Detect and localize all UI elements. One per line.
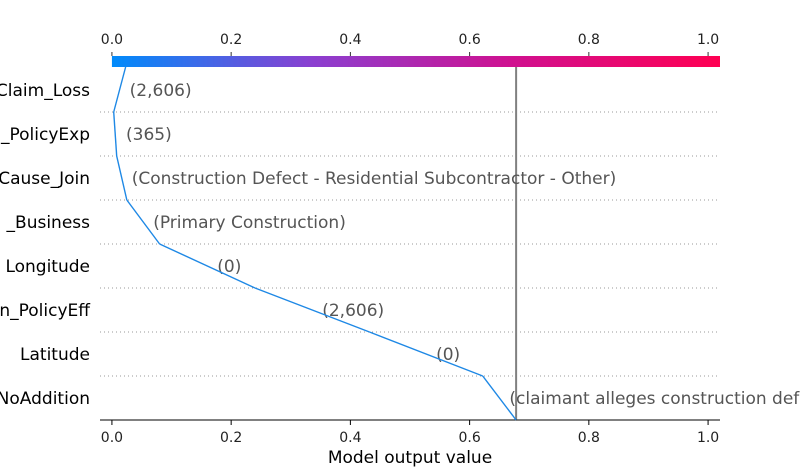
feature-value-label: (2,606)	[322, 301, 384, 321]
decision-path-segment	[126, 199, 161, 245]
x-tick-label: 0.8	[578, 430, 600, 446]
feature-value-label: (Construction Defect - Residential Subco…	[132, 169, 616, 189]
x-axis-title: Model output value	[328, 448, 492, 468]
colorbar-tick-label: 0.8	[578, 32, 600, 48]
decision-path-segment	[113, 66, 127, 113]
decision-path-segment	[482, 375, 517, 421]
colorbar-tick-label: 0.6	[458, 32, 480, 48]
colorbar: 0.0 0.2 0.4 0.6 0.8 1.0	[101, 32, 720, 67]
feature-name-label: Longitude	[5, 257, 90, 277]
decision-path-segment	[116, 155, 128, 201]
decision-path	[113, 66, 517, 421]
row-separators	[100, 67, 720, 420]
feature-value-label: (2,606)	[130, 81, 192, 101]
colorbar-tick-label: 1.0	[697, 32, 719, 48]
feature-labels: Claim_Loss (2,606) _PolicyExp (365) Cause_Jo…	[0, 81, 800, 409]
feature-name-label: Claim_Loss	[0, 81, 90, 101]
feature-name-label: _PolicyExp	[0, 125, 90, 145]
x-tick-label: 0.4	[339, 430, 361, 446]
x-tick-label: 0.6	[458, 430, 480, 446]
feature-value-label: (365)	[126, 125, 172, 145]
decision-path-segment	[369, 331, 483, 377]
colorbar-rect	[111, 56, 720, 67]
x-tick-label: 0.2	[220, 430, 242, 446]
decision-path-segment	[113, 111, 118, 157]
feature-name-label: Latitude	[20, 345, 90, 365]
colorbar-tick-label: 0.4	[339, 32, 361, 48]
x-axis: 0.0 0.2 0.4 0.6 0.8 1.0	[100, 419, 720, 446]
feature-value-label: (0)	[217, 257, 241, 277]
colorbar-tick-label: 0.0	[101, 32, 123, 48]
feature-value-label: (claimant alleges construction defect)	[509, 389, 800, 409]
feature-name-label: NoAddition	[0, 389, 90, 409]
feature-name-label: n_PolicyEff	[0, 301, 91, 321]
x-tick-label: 1.0	[697, 430, 719, 446]
colorbar-tick-label: 0.2	[220, 32, 242, 48]
x-tick-label: 0.0	[101, 430, 123, 446]
feature-name-label: Cause_Join	[0, 169, 90, 189]
feature-value-label: (Primary Construction)	[153, 213, 346, 233]
decision-path-segment	[254, 287, 370, 333]
decision-path-segment	[159, 243, 256, 289]
feature-name-label: _Business	[6, 213, 91, 233]
